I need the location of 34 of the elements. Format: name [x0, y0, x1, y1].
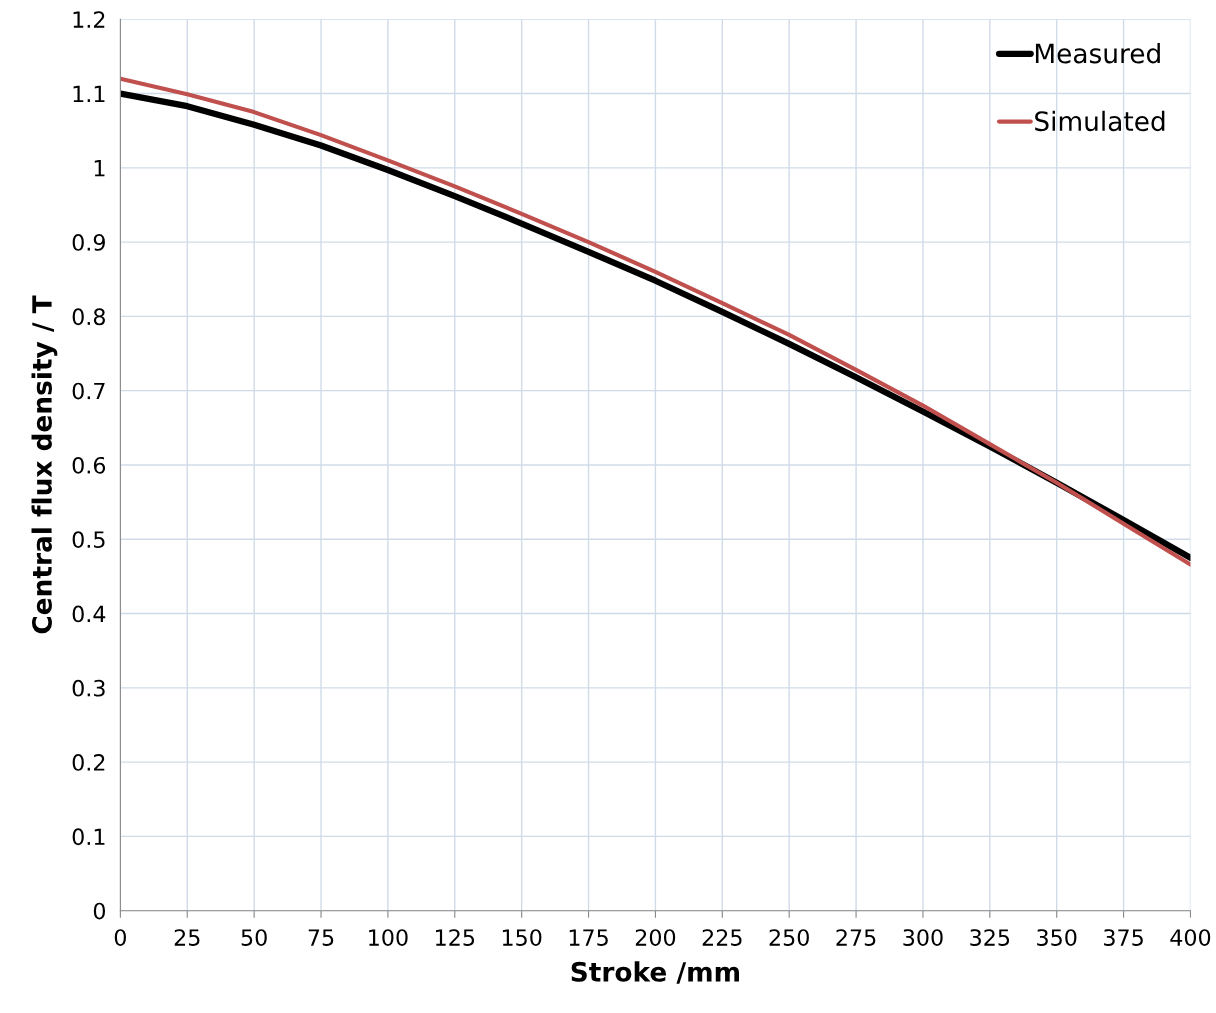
y-tick-label: 0.7 — [72, 382, 105, 400]
x-tick-label: 300 — [903, 929, 943, 946]
x-tick-label: 325 — [970, 929, 1010, 946]
x-tick-label: 100 — [369, 929, 408, 946]
x-tick-label: 175 — [569, 929, 608, 946]
legend-label: Measured — [1035, 43, 1160, 64]
y-tick-label: 1 — [94, 160, 105, 177]
x-tick-label: 25 — [174, 929, 200, 946]
y-tick-label: 0.9 — [72, 234, 105, 251]
y-tick-label: 0.2 — [72, 754, 105, 771]
x-tick-label: 275 — [836, 929, 876, 946]
y-tick-label: 0.4 — [72, 605, 106, 623]
y-tick-label: 0.8 — [72, 308, 105, 326]
x-tick-label: 400 — [1170, 929, 1211, 946]
y-tick-label: 1.1 — [73, 85, 105, 102]
x-tick-label: 0 — [114, 929, 126, 946]
x-tick-label: 375 — [1104, 929, 1143, 946]
y-tick-label: 0.3 — [72, 679, 105, 697]
y-tick-label: 1.2 — [73, 11, 105, 28]
y-tick-label: 0.5 — [72, 531, 105, 549]
x-tick-label: 125 — [436, 929, 475, 946]
x-tick-label: 150 — [502, 929, 542, 946]
x-tick-label: 50 — [241, 929, 267, 946]
y-tick-label: 0.6 — [72, 456, 106, 474]
y-axis-title: Central flux density / T — [31, 295, 58, 634]
x-tick-label: 350 — [1037, 929, 1077, 946]
x-axis-title: Stroke /mm — [571, 961, 740, 984]
x-tick-label: 225 — [702, 929, 742, 946]
x-tick-label: 200 — [635, 929, 676, 946]
x-tick-label: 250 — [769, 929, 809, 946]
y-tick-label: 0.1 — [72, 828, 105, 846]
x-tick-label: 75 — [308, 929, 334, 946]
y-tick-label: 0 — [93, 902, 106, 920]
legend-label: Simulated — [1035, 110, 1165, 132]
